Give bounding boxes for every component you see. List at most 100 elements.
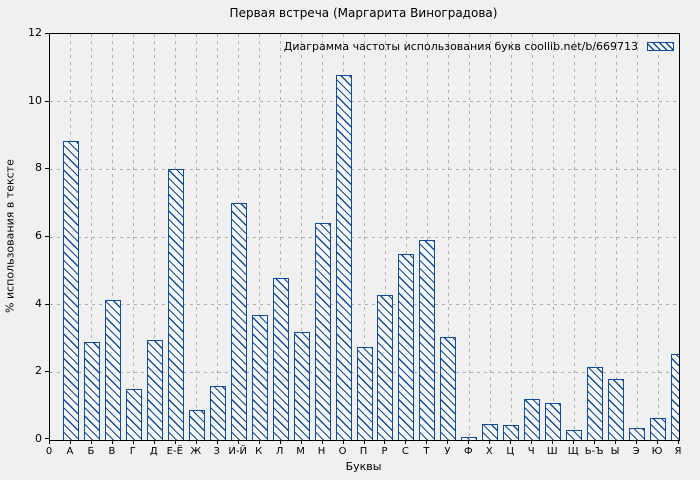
bar <box>566 429 583 440</box>
bar <box>545 402 562 440</box>
x-tick <box>615 440 617 444</box>
x-tick <box>237 440 239 444</box>
x-tick-label: Т <box>423 446 430 457</box>
x-tick-label: Ш <box>546 446 558 457</box>
v-gridline <box>133 34 135 440</box>
y-tick <box>45 371 49 373</box>
v-gridline <box>636 34 638 440</box>
x-tick <box>279 440 281 444</box>
bar <box>230 203 247 440</box>
bar <box>314 223 331 440</box>
legend-label: Диаграмма частоты использования букв coo… <box>283 40 638 53</box>
x-tick <box>594 440 596 444</box>
x-tick <box>258 440 260 444</box>
x-tick-label: А <box>66 446 74 457</box>
plot-area: Диаграмма частоты использования букв coo… <box>49 33 680 441</box>
bar <box>524 399 541 440</box>
bar <box>503 424 520 440</box>
x-tick <box>153 440 155 444</box>
x-tick <box>678 440 679 444</box>
x-tick-label: Ч <box>527 446 535 457</box>
x-tick <box>636 440 638 444</box>
x-tick <box>510 440 512 444</box>
x-tick-label: Ь-Ъ <box>584 446 604 457</box>
x-tick-label: И-Й <box>228 446 247 457</box>
bar <box>356 346 373 440</box>
x-tick-label: К <box>255 446 263 457</box>
x-tick <box>300 440 302 444</box>
bar <box>167 169 184 440</box>
y-tick-label: 10 <box>28 93 42 107</box>
x-tick-label: Ж <box>190 446 202 457</box>
y-tick-label: 12 <box>28 26 42 39</box>
y-tick-label: 8 <box>35 161 42 175</box>
v-gridline <box>154 34 156 440</box>
bar <box>251 314 268 440</box>
x-tick <box>132 440 134 444</box>
bar <box>440 336 457 440</box>
x-tick-label: М <box>296 446 305 457</box>
x-tick-label: Л <box>275 446 284 457</box>
x-tick <box>405 440 407 444</box>
x-tick <box>363 440 365 444</box>
x-tick <box>531 440 533 444</box>
v-gridline <box>531 34 533 440</box>
y-tick-label: 2 <box>35 364 42 378</box>
v-gridline <box>112 34 114 440</box>
x-tick-label: Е-Ё <box>166 446 183 457</box>
x-tick-label: О <box>338 446 347 457</box>
x-tick-label: З <box>213 446 220 457</box>
x-tick <box>216 440 218 444</box>
v-gridline <box>196 34 198 440</box>
bar <box>587 367 604 440</box>
v-gridline <box>615 34 617 440</box>
v-gridline <box>384 34 386 440</box>
v-gridline <box>280 34 282 440</box>
x-tick <box>384 440 386 444</box>
bar <box>188 409 205 440</box>
v-gridline <box>426 34 428 440</box>
v-gridline <box>301 34 303 440</box>
x-tick-label: Э <box>632 446 640 457</box>
v-gridline <box>259 34 261 440</box>
v-gridline <box>678 34 679 440</box>
bar <box>272 277 289 440</box>
v-gridline <box>447 34 449 440</box>
y-tick <box>45 33 49 34</box>
x-tick-label: П <box>359 446 368 457</box>
x-tick-label: Я <box>674 446 682 457</box>
x-tick <box>552 440 554 444</box>
legend-swatch-hatched-bar <box>647 42 674 51</box>
x-tick <box>342 440 344 444</box>
bar <box>482 423 499 440</box>
x-tick-label: Ц <box>506 446 515 457</box>
x-tick <box>174 440 176 444</box>
bar <box>104 299 121 440</box>
x-tick-label: Р <box>381 446 388 457</box>
bar <box>377 294 394 440</box>
bar <box>671 353 679 440</box>
x-tick-label: Б <box>87 446 95 457</box>
bar <box>608 379 625 440</box>
y-tick-label: 4 <box>35 296 42 310</box>
chart-title: Первая встреча (Маргарита Виноградова) <box>229 6 498 20</box>
v-gridline <box>552 34 554 440</box>
bar <box>209 385 226 440</box>
y-tick <box>45 168 49 170</box>
bar <box>146 340 163 440</box>
x-tick <box>573 440 575 444</box>
y-tick <box>45 303 49 305</box>
x-tick <box>111 440 113 444</box>
y-tick-label: 6 <box>35 229 42 242</box>
x-tick <box>447 440 449 444</box>
bar <box>83 341 100 440</box>
x-tick-label: В <box>108 446 116 457</box>
bar <box>650 418 667 440</box>
v-gridline <box>573 34 575 440</box>
legend: Диаграмма частоты использования букв coo… <box>284 40 674 53</box>
x-tick <box>195 440 197 444</box>
bar <box>419 240 436 440</box>
v-gridline <box>510 34 512 440</box>
v-gridline <box>594 34 596 440</box>
